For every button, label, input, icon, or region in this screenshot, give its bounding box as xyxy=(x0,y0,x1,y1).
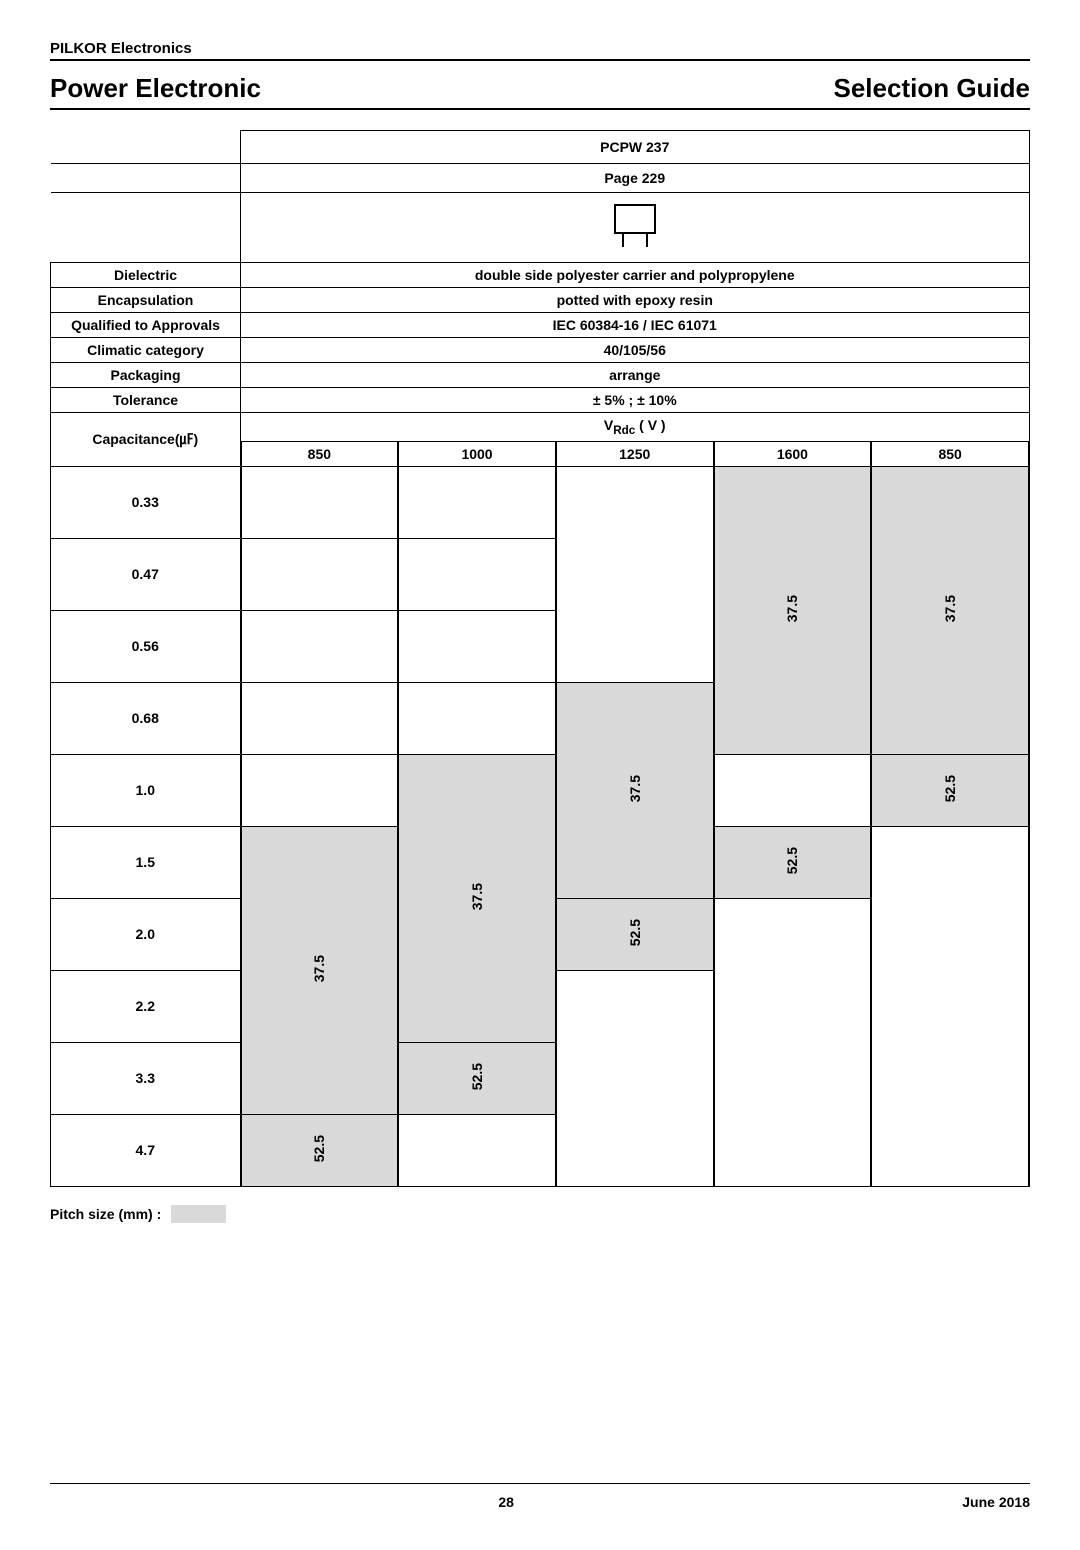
cell-850a-52.5: 52.5 xyxy=(241,1114,399,1186)
cell-1000-52.5: 52.5 xyxy=(398,1042,556,1114)
cap-8: 3.3 xyxy=(51,1042,241,1114)
page-header: Power Electronic Selection Guide xyxy=(50,73,1030,104)
row-label-packaging: Packaging xyxy=(51,363,241,388)
pitch-swatch xyxy=(171,1205,226,1223)
cell-1600-37.5: 37.5 xyxy=(714,466,872,754)
cap-1: 0.47 xyxy=(51,538,241,610)
volt-head-3: 1600 xyxy=(714,441,872,466)
page-footer: 28 June 2018 xyxy=(50,1483,1030,1510)
cap-7: 2.2 xyxy=(51,970,241,1042)
cell-850b-52.5: 52.5 xyxy=(871,754,1029,826)
row-value-packaging: arrange xyxy=(241,363,1030,388)
row-value-tolerance: ± 5% ; ± 10% xyxy=(241,388,1030,413)
cap-6: 2.0 xyxy=(51,898,241,970)
cap-5: 1.5 xyxy=(51,826,241,898)
title-left: Power Electronic xyxy=(50,73,261,104)
cell-1000-37.5: 37.5 xyxy=(398,754,556,1042)
company-name: PILKOR Electronics xyxy=(50,40,1030,61)
row-label-tolerance: Tolerance xyxy=(51,388,241,413)
vrdc-label: VRdc ( V ) xyxy=(241,413,1030,442)
title-right: Selection Guide xyxy=(834,73,1031,104)
volt-head-2: 1250 xyxy=(556,441,714,466)
capacitance-label: Capacitance(㎌) xyxy=(51,413,241,467)
row-value-climatic: 40/105/56 xyxy=(241,338,1030,363)
row-label-encapsulation: Encapsulation xyxy=(51,288,241,313)
page-ref: Page 229 xyxy=(241,164,1030,193)
footer-date: June 2018 xyxy=(962,1494,1030,1510)
row-value-encapsulation: potted with epoxy resin xyxy=(241,288,1030,313)
cell-850a-37.5: 37.5 xyxy=(241,826,399,1114)
volt-head-1: 1000 xyxy=(398,441,556,466)
cell-1250-37.5: 37.5 xyxy=(556,682,714,898)
cap-0: 0.33 xyxy=(51,466,241,538)
row-label-qualified: Qualified to Approvals xyxy=(51,313,241,338)
cell-850b-37.5: 37.5 xyxy=(871,466,1029,754)
row-label-climatic: Climatic category xyxy=(51,338,241,363)
volt-head-4: 850 xyxy=(871,441,1029,466)
capacitor-symbol xyxy=(241,193,1030,263)
cell-1250-52.5: 52.5 xyxy=(556,898,714,970)
cap-9: 4.7 xyxy=(51,1114,241,1186)
volt-head-0: 850 xyxy=(241,441,399,466)
product-code: PCPW 237 xyxy=(241,131,1030,164)
selection-table: PCPW 237 Page 229 Dielectric double side… xyxy=(50,130,1030,1187)
pitch-label: Pitch size (mm) : xyxy=(50,1206,161,1222)
header-rule xyxy=(50,108,1030,110)
footer-page: 28 xyxy=(498,1494,514,1510)
cap-4: 1.0 xyxy=(51,754,241,826)
cell-1600-52.5: 52.5 xyxy=(714,826,872,898)
cap-3: 0.68 xyxy=(51,682,241,754)
row-value-qualified: IEC 60384-16 / IEC 61071 xyxy=(241,313,1030,338)
row-label-dielectric: Dielectric xyxy=(51,263,241,288)
cap-2: 0.56 xyxy=(51,610,241,682)
row-value-dielectric: double side polyester carrier and polypr… xyxy=(241,263,1030,288)
pitch-legend: Pitch size (mm) : xyxy=(50,1205,1030,1223)
